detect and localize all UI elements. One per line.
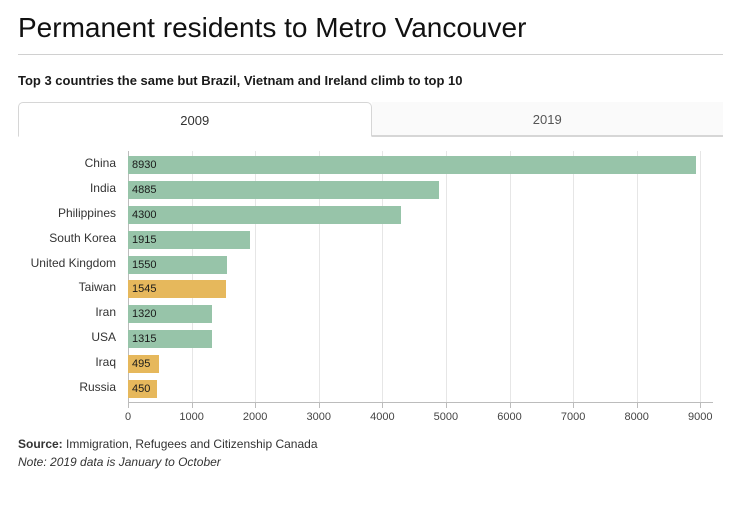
value-label: 1545 (132, 280, 156, 298)
page-title: Permanent residents to Metro Vancouver (18, 12, 723, 55)
source-line: Source: Immigration, Refugees and Citize… (18, 437, 723, 451)
x-tick-label: 0 (125, 411, 131, 423)
note-line: Note: 2019 data is January to October (18, 455, 723, 469)
bar-row: Philippines4300 (128, 205, 713, 225)
category-label: South Korea (18, 231, 122, 245)
category-label: United Kingdom (18, 256, 122, 270)
x-tick-label: 6000 (497, 411, 521, 423)
tab-2019[interactable]: 2019 (372, 102, 724, 136)
bar-row: Iraq495 (128, 354, 713, 374)
value-label: 4300 (132, 206, 156, 224)
bar-row: United Kingdom1550 (128, 255, 713, 275)
value-label: 1320 (132, 305, 156, 323)
bar-chart: 0 1000 2000 3000 4000 5000 6000 7000 8000 9000 Ch… (18, 151, 723, 431)
x-tick-label: 3000 (307, 411, 331, 423)
bar (128, 181, 439, 199)
x-tick-label: 4000 (370, 411, 394, 423)
tab-2009[interactable]: 2009 (18, 102, 372, 137)
x-tick-label: 5000 (434, 411, 458, 423)
chart-subtitle: Top 3 countries the same but Brazil, Vie… (18, 73, 723, 88)
bar-row: Iran1320 (128, 304, 713, 324)
source-label: Source: (18, 437, 63, 451)
value-label: 8930 (132, 156, 156, 174)
category-label: Iran (18, 305, 122, 319)
bar (128, 206, 401, 224)
x-tick-label: 1000 (179, 411, 203, 423)
bar-row: USA1315 (128, 329, 713, 349)
value-label: 1315 (132, 330, 156, 348)
value-label: 495 (132, 355, 150, 373)
x-tick-label: 7000 (561, 411, 585, 423)
value-label: 450 (132, 380, 150, 398)
x-tick-label: 2000 (243, 411, 267, 423)
category-label: China (18, 156, 122, 170)
source-text: Immigration, Refugees and Citizenship Ca… (63, 437, 318, 451)
x-tick-label: 9000 (688, 411, 712, 423)
value-label: 1550 (132, 256, 156, 274)
category-label: USA (18, 330, 122, 344)
category-label: Philippines (18, 206, 122, 220)
category-label: Russia (18, 380, 122, 394)
year-tabs: 2009 2019 (18, 102, 723, 137)
category-label: India (18, 181, 122, 195)
category-label: Taiwan (18, 280, 122, 294)
bar-row: India4885 (128, 180, 713, 200)
bar (128, 156, 696, 174)
value-label: 1915 (132, 231, 156, 249)
bar-row: China8930 (128, 155, 713, 175)
value-label: 4885 (132, 181, 156, 199)
bar-row: Taiwan1545 (128, 279, 713, 299)
x-tick-label: 8000 (624, 411, 648, 423)
bar-row: South Korea1915 (128, 230, 713, 250)
bar-row: Russia450 (128, 379, 713, 399)
category-label: Iraq (18, 355, 122, 369)
